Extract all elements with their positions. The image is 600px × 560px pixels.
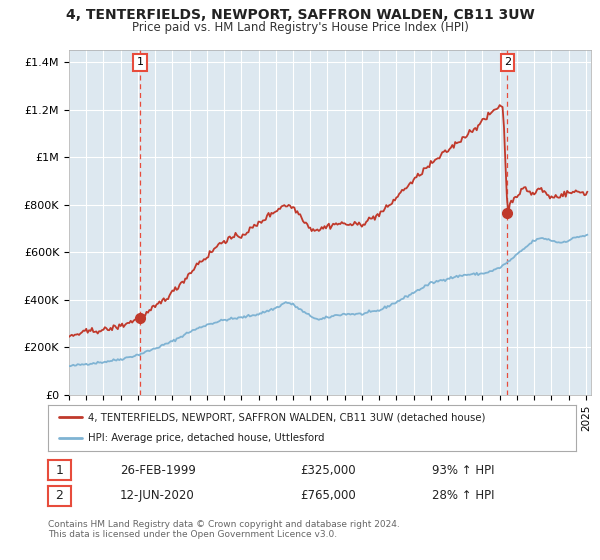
Text: Price paid vs. HM Land Registry's House Price Index (HPI): Price paid vs. HM Land Registry's House … [131, 21, 469, 34]
Text: 12-JUN-2020: 12-JUN-2020 [120, 489, 195, 502]
Text: 2: 2 [504, 57, 511, 67]
Text: 1: 1 [136, 57, 143, 67]
Text: 4, TENTERFIELDS, NEWPORT, SAFFRON WALDEN, CB11 3UW (detached house): 4, TENTERFIELDS, NEWPORT, SAFFRON WALDEN… [88, 412, 485, 422]
Text: 93% ↑ HPI: 93% ↑ HPI [432, 464, 494, 477]
Text: 26-FEB-1999: 26-FEB-1999 [120, 464, 196, 477]
Text: 28% ↑ HPI: 28% ↑ HPI [432, 489, 494, 502]
Text: HPI: Average price, detached house, Uttlesford: HPI: Average price, detached house, Uttl… [88, 433, 324, 444]
Text: 1: 1 [55, 464, 64, 477]
Text: Contains HM Land Registry data © Crown copyright and database right 2024.
This d: Contains HM Land Registry data © Crown c… [48, 520, 400, 539]
Text: 4, TENTERFIELDS, NEWPORT, SAFFRON WALDEN, CB11 3UW: 4, TENTERFIELDS, NEWPORT, SAFFRON WALDEN… [65, 8, 535, 22]
Text: £325,000: £325,000 [300, 464, 356, 477]
Text: 2: 2 [55, 489, 64, 502]
Text: £765,000: £765,000 [300, 489, 356, 502]
